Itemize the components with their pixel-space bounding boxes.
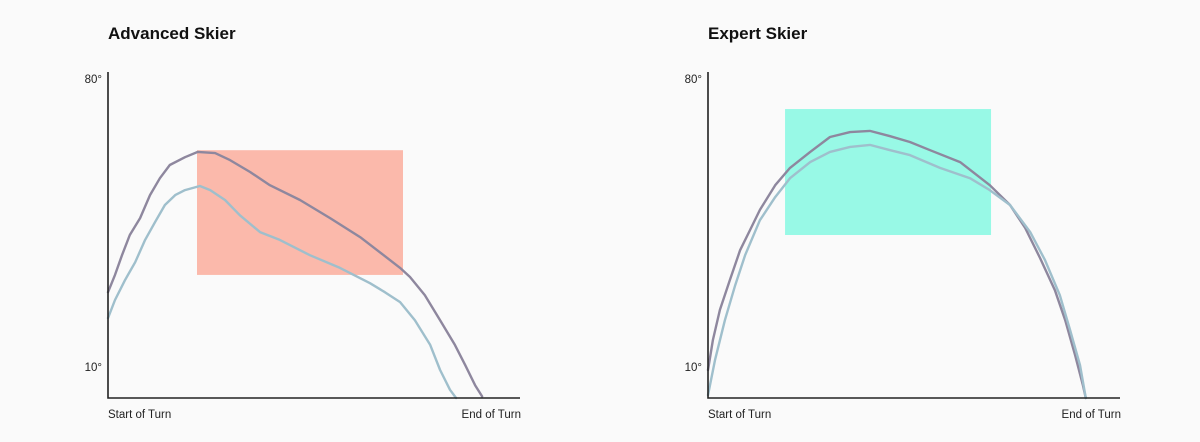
chart-title: Expert Skier bbox=[708, 24, 808, 43]
highlight-zone bbox=[785, 109, 992, 235]
chart-advanced-skier: Advanced Skier 80° 10° Start of Turn End… bbox=[85, 24, 521, 421]
y-tick-label: 80° bbox=[85, 74, 102, 86]
axes bbox=[107, 72, 520, 399]
series-line bbox=[706, 143, 1087, 400]
x-tick-label: End of Turn bbox=[462, 409, 521, 421]
y-tick-label: 10° bbox=[85, 362, 102, 374]
series-line bbox=[106, 184, 458, 400]
chart-title: Advanced Skier bbox=[108, 24, 236, 43]
chart-expert-skier: Expert Skier 80° 10° Start of Turn End o… bbox=[685, 24, 1121, 421]
y-tick-label: 10° bbox=[685, 362, 702, 374]
x-tick-label: Start of Turn bbox=[108, 409, 171, 421]
x-tick-label: Start of Turn bbox=[708, 409, 771, 421]
series-line bbox=[106, 150, 484, 398]
x-tick-label: End of Turn bbox=[1062, 409, 1121, 421]
series-line bbox=[706, 129, 1087, 400]
y-tick-label: 80° bbox=[685, 74, 702, 86]
highlight-zone bbox=[196, 150, 403, 275]
axes bbox=[707, 72, 1120, 399]
